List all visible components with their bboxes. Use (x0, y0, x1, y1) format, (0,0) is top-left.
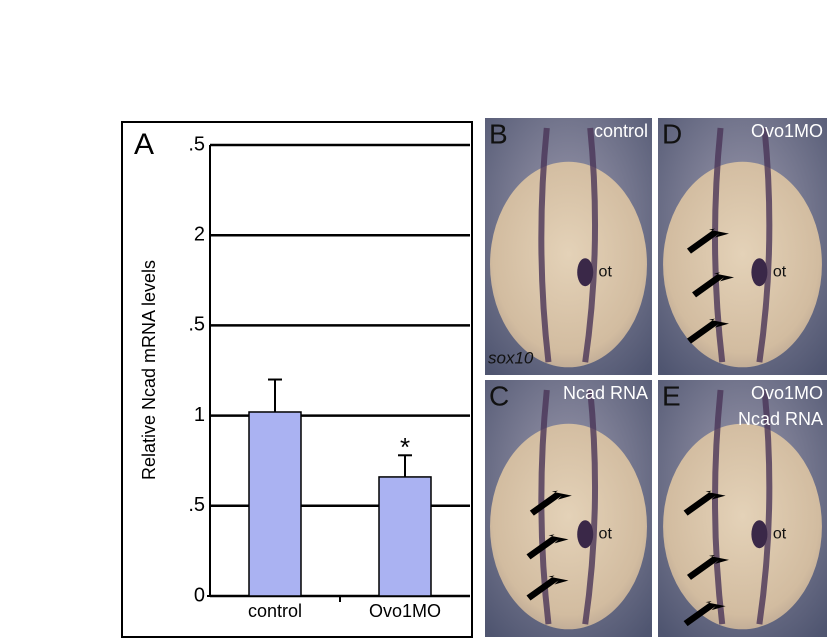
y-tick-label: 0 (194, 584, 205, 606)
panel-label: Ovo1MO (751, 121, 823, 141)
arrow (686, 554, 729, 580)
panel-label: control (594, 121, 648, 141)
otic-vesicle (751, 520, 768, 549)
y-tick-label: 1 (194, 404, 205, 426)
y-tick-label: 2 (194, 223, 205, 245)
arrow (526, 534, 569, 560)
bar (378, 476, 432, 597)
bar (248, 411, 302, 597)
ot-label: ot (773, 525, 787, 542)
ot-label: ot (599, 525, 613, 542)
arrow (683, 601, 726, 627)
neural-crest (756, 127, 773, 363)
panel-label: Ncad RNA (738, 409, 823, 429)
x-tick-label: control (248, 601, 302, 621)
y-tick-label: .5 (188, 494, 205, 516)
panel-letter: B (489, 118, 508, 149)
y-tick-label: .5 (188, 314, 205, 336)
panel-letter: A (134, 128, 154, 161)
panel-letter: C (489, 380, 509, 411)
neural-crest (582, 389, 599, 625)
otic-vesicle (577, 520, 594, 549)
panel-letter: E (662, 380, 681, 411)
y-axis-label: Relative Ncad mRNA levels (139, 260, 159, 480)
embryo (663, 161, 822, 368)
panel-label: Ncad RNA (563, 383, 648, 403)
gene-label: sox10 (488, 348, 534, 367)
neural-crest (582, 127, 599, 363)
arrow (683, 490, 726, 516)
embryo (490, 161, 647, 368)
arrow (686, 318, 729, 344)
neural-crest (756, 389, 773, 625)
arrow (692, 272, 735, 298)
panel-label: Ovo1MO (751, 383, 823, 403)
otic-vesicle (751, 258, 768, 287)
ot-label: ot (773, 263, 787, 280)
ot-label: ot (599, 263, 613, 280)
panel-letter: D (662, 118, 682, 149)
x-tick-label: Ovo1MO (369, 601, 441, 621)
neural-crest (712, 127, 726, 363)
arrow (686, 228, 729, 254)
neural-crest (712, 389, 726, 625)
arrow (526, 575, 569, 601)
embryo (490, 423, 647, 630)
significance-mark: * (400, 432, 410, 462)
y-tick-label: .5 (188, 133, 205, 155)
otic-vesicle (577, 258, 594, 287)
neural-crest (538, 127, 552, 363)
embryo (663, 423, 822, 630)
arrow (529, 490, 572, 516)
